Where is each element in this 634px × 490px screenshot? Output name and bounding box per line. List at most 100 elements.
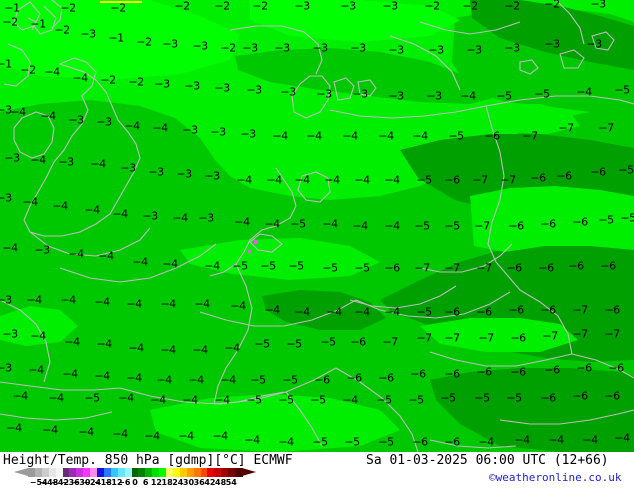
color-scale-swatch xyxy=(76,468,84,477)
shading-band-mid-patch-a xyxy=(235,48,500,104)
color-scale-swatch xyxy=(138,468,146,477)
shading-band-cold-core-e xyxy=(470,0,634,70)
temperature-value-label: −6 xyxy=(604,389,620,403)
temperature-value-label: −4 xyxy=(266,173,282,187)
temperature-value-label: −7 xyxy=(604,327,620,341)
temperature-value-label: −6 xyxy=(412,435,428,449)
color-scale-tick-label: 6 xyxy=(142,478,149,487)
map-footer: Height/Temp. 850 hPa [gdmp][°C] ECMWF Sa… xyxy=(0,452,634,490)
coastline-channel xyxy=(59,243,217,283)
temperature-value-label: −6 xyxy=(314,373,330,387)
temperature-value-label: −4 xyxy=(64,335,80,349)
temperature-value-label: −4 xyxy=(294,173,310,187)
temperature-value-label: −3 xyxy=(96,115,112,129)
temperature-value-label: −3 xyxy=(58,155,74,169)
temperature-value-label: −4 xyxy=(214,393,230,407)
temperature-value-label: −7 xyxy=(444,331,460,345)
temperature-value-label: −7 xyxy=(572,327,588,341)
temperature-value-label: −4 xyxy=(112,207,128,221)
temperature-value-label: −3 xyxy=(352,87,368,101)
color-scale-swatch xyxy=(48,468,57,477)
temperature-value-label: −3 xyxy=(120,161,136,175)
temperature-value-label: −4 xyxy=(128,341,144,355)
temperature-value-label: −5 xyxy=(278,393,294,407)
temperature-value-label: −4 xyxy=(354,173,370,187)
coastline-fjord-a xyxy=(27,17,37,31)
coastline-north-isl xyxy=(519,59,539,75)
temperature-value-label: −3 xyxy=(388,89,404,103)
temperature-value-label: −4 xyxy=(384,219,400,233)
color-scale-swatch xyxy=(69,468,77,477)
color-scale-tick-label: 48 xyxy=(215,478,227,487)
temperature-value-label: −5 xyxy=(376,393,392,407)
temperature-value-label: −2 xyxy=(54,23,70,37)
coastline-zeeland xyxy=(249,233,283,253)
color-scale-swatch xyxy=(28,468,36,477)
temperature-value-label: −7 xyxy=(558,121,574,135)
temperature-value-label: −4 xyxy=(294,305,310,319)
color-scale-swatch xyxy=(193,468,202,477)
border-alps-ch xyxy=(199,299,357,327)
temperature-value-label: −4 xyxy=(194,297,210,311)
temperature-value-label: −2 xyxy=(220,41,236,55)
temperature-value-label: −4 xyxy=(96,337,112,351)
temperature-value-label: −4 xyxy=(6,421,22,435)
color-scale-tick-label: 54 xyxy=(225,478,237,487)
temperature-value-label: −2 xyxy=(60,1,76,15)
coastline-great-britain xyxy=(23,57,141,237)
border-austria-it xyxy=(355,291,511,319)
temperature-value-label: −3 xyxy=(388,43,404,57)
temperature-value-label: −5 xyxy=(84,391,100,405)
temperature-value-label: −2 xyxy=(424,0,440,13)
temperature-value-label: −1 xyxy=(30,17,46,31)
temperature-value-label: −4 xyxy=(124,119,140,133)
temperature-value-label: −4 xyxy=(26,293,42,307)
color-scale-swatch xyxy=(90,468,98,477)
temperature-value-label: −3 xyxy=(184,79,200,93)
temperature-value-label: −5 xyxy=(320,335,336,349)
temperature-value-label: −3 xyxy=(0,361,12,375)
color-scale-swatch xyxy=(207,468,215,477)
temperature-value-label: −6 xyxy=(508,303,524,317)
coastline-baltic-sw xyxy=(389,35,461,91)
temperature-value-label: −4 xyxy=(78,425,94,439)
color-scale-swatch xyxy=(166,468,174,477)
temperature-value-label: −7 xyxy=(444,261,460,275)
temperature-value-label: −5 xyxy=(378,435,394,449)
temperature-value-label: −6 xyxy=(590,165,606,179)
temperature-value-label: −4 xyxy=(10,105,26,119)
color-scale-swatch xyxy=(179,468,188,477)
temperature-value-label: −4 xyxy=(30,329,46,343)
temperature-value-label: −4 xyxy=(98,249,114,263)
color-scale-tick-label: −6 xyxy=(118,478,131,487)
color-scale-tick-label: 18 xyxy=(161,478,173,487)
color-scale-swatch xyxy=(200,468,209,477)
temperature-value-label: −6 xyxy=(540,217,556,231)
temperature-value-label: −2 xyxy=(462,0,478,13)
temperature-value-label: −5 xyxy=(534,87,550,101)
temperature-value-label: −5 xyxy=(414,219,430,233)
coastline-baltic-isl xyxy=(559,49,585,69)
temperature-value-label: −3 xyxy=(154,77,170,91)
temperature-value-label: −4 xyxy=(22,195,38,209)
color-scale-bar[interactable] xyxy=(14,468,256,477)
shading-band-warm-b xyxy=(180,238,380,280)
temperature-value-label: −4 xyxy=(44,65,60,79)
temperature-value-label: −5 xyxy=(310,393,326,407)
border-pyrenees xyxy=(0,411,113,421)
temperature-value-label: −7 xyxy=(382,335,398,349)
temperature-value-label: −2 xyxy=(100,73,116,87)
temperature-value-label: −3 xyxy=(590,0,606,11)
station-marker-layer xyxy=(248,240,258,253)
coastline-balkan-se xyxy=(571,353,634,379)
temperature-value-label: −7 xyxy=(478,331,494,345)
temperature-value-label: −4 xyxy=(84,203,100,217)
forecast-timestamp: Sa 01-03-2025 06:00 UTC (12+66) xyxy=(366,453,609,468)
temperature-value-label: −6 xyxy=(384,261,400,275)
temperature-value-label: −3 xyxy=(210,125,226,139)
color-scale-arrow-right xyxy=(242,468,256,476)
temperature-value-label: −3 xyxy=(182,123,198,137)
temperature-value-label: −7 xyxy=(472,173,488,187)
temperature-value-label: −5 xyxy=(312,435,328,449)
forecast-map[interactable]: −1 −2 −2 −2 −2 −2 −3 −3 −3 −2 −2 −2 −2 −3 −2 −1 −2 −3 −1 −2… xyxy=(0,0,634,452)
